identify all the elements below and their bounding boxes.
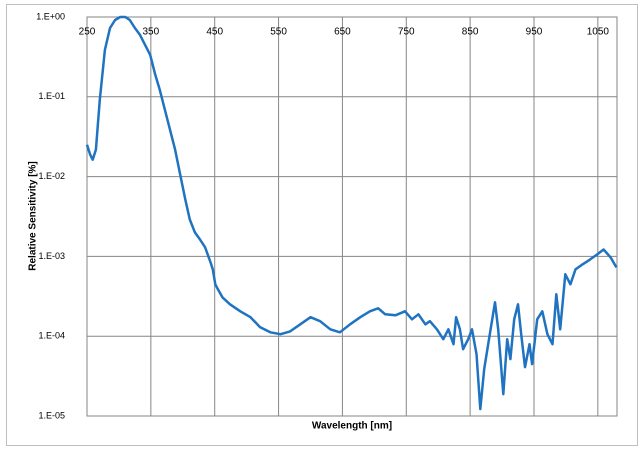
y-tick-label: 1.E-05 (38, 410, 65, 420)
y-tick-label: 1.E-03 (38, 251, 65, 261)
y-tick-label: 1.E-02 (38, 171, 65, 181)
y-tick-label: 1.E+00 (36, 11, 65, 21)
plot-area (86, 16, 618, 417)
x-tick-label: 250 (79, 27, 96, 38)
x-tick-label: 950 (526, 27, 543, 38)
x-tick-label: 550 (270, 27, 287, 38)
y-axis-title: Relative Sensitivity [%] (28, 161, 39, 270)
y-tick-label: 1.E-01 (38, 91, 65, 101)
chart-frame (6, 4, 638, 446)
x-tick-label: 850 (462, 27, 479, 38)
x-tick-label: 350 (143, 27, 160, 38)
x-tick-label: 450 (206, 27, 223, 38)
x-tick-label: 750 (398, 27, 415, 38)
y-tick-label: 1.E-04 (38, 331, 65, 341)
x-tick-label: 1050 (587, 27, 610, 38)
x-tick-label: 650 (334, 27, 351, 38)
grid (86, 16, 617, 417)
data-line (85, 15, 618, 411)
x-axis-title: Wavelength [nm] (312, 421, 392, 432)
